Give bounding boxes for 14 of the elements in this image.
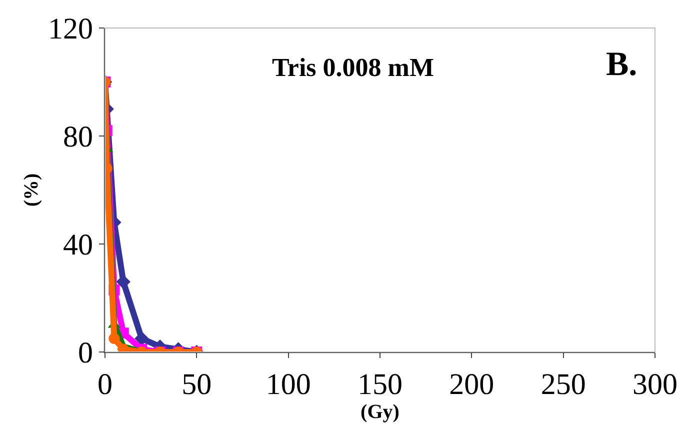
annotation: B. <box>606 46 638 83</box>
x-tick-label: 300 <box>632 368 678 401</box>
y-tick-label: 80 <box>63 120 93 154</box>
x-axis-title: (Gy) <box>360 401 400 423</box>
x-tick-label: 50 <box>182 368 212 401</box>
x-tick-label: 200 <box>449 368 494 401</box>
y-tick-label: 120 <box>48 12 93 46</box>
x-tick-label: 100 <box>266 368 311 401</box>
y-tick-label: 40 <box>63 228 93 262</box>
x-tick-label: 150 <box>358 368 402 401</box>
x-tick-label: 250 <box>540 368 586 401</box>
y-axis-title: (%) <box>20 173 42 207</box>
y-tick-label: 0 <box>78 336 93 370</box>
text: Tris 0.008 mM <box>272 53 434 82</box>
